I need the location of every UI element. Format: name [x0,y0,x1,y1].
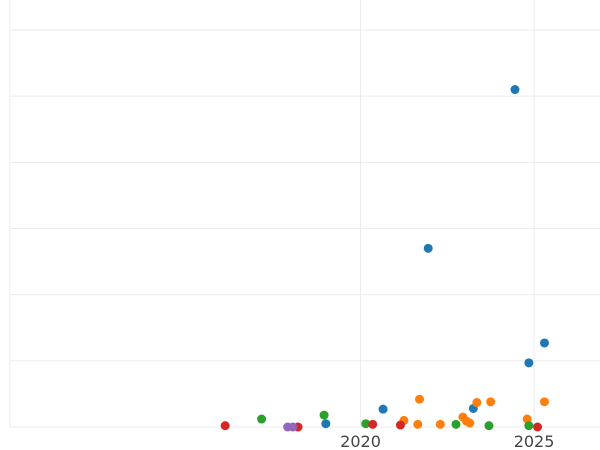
data-point [319,410,329,420]
data-point [539,397,549,407]
data-points [220,85,549,432]
data-point [539,338,549,348]
x-tick-label: 2020 [340,432,381,450]
data-point [524,358,534,368]
data-point [378,404,388,414]
data-point [220,421,230,431]
data-point [465,418,475,428]
data-point [472,398,482,408]
data-point [361,419,371,429]
data-point [413,419,423,429]
data-point [368,419,378,429]
data-point [486,397,496,407]
data-point [451,419,461,429]
data-point [321,419,331,429]
data-point [415,394,425,404]
data-point [257,414,267,424]
data-point [524,421,534,431]
x-tick-labels: 2020 2025 [340,432,554,450]
data-point [423,243,433,253]
x-tick-label: 2025 [514,432,555,450]
data-point [435,419,445,429]
x-gridlines [9,0,535,427]
y-gridlines [10,29,600,428]
data-point [484,421,494,431]
data-point [395,420,405,430]
data-point [510,85,520,95]
data-point [288,422,298,432]
data-point [533,422,543,432]
